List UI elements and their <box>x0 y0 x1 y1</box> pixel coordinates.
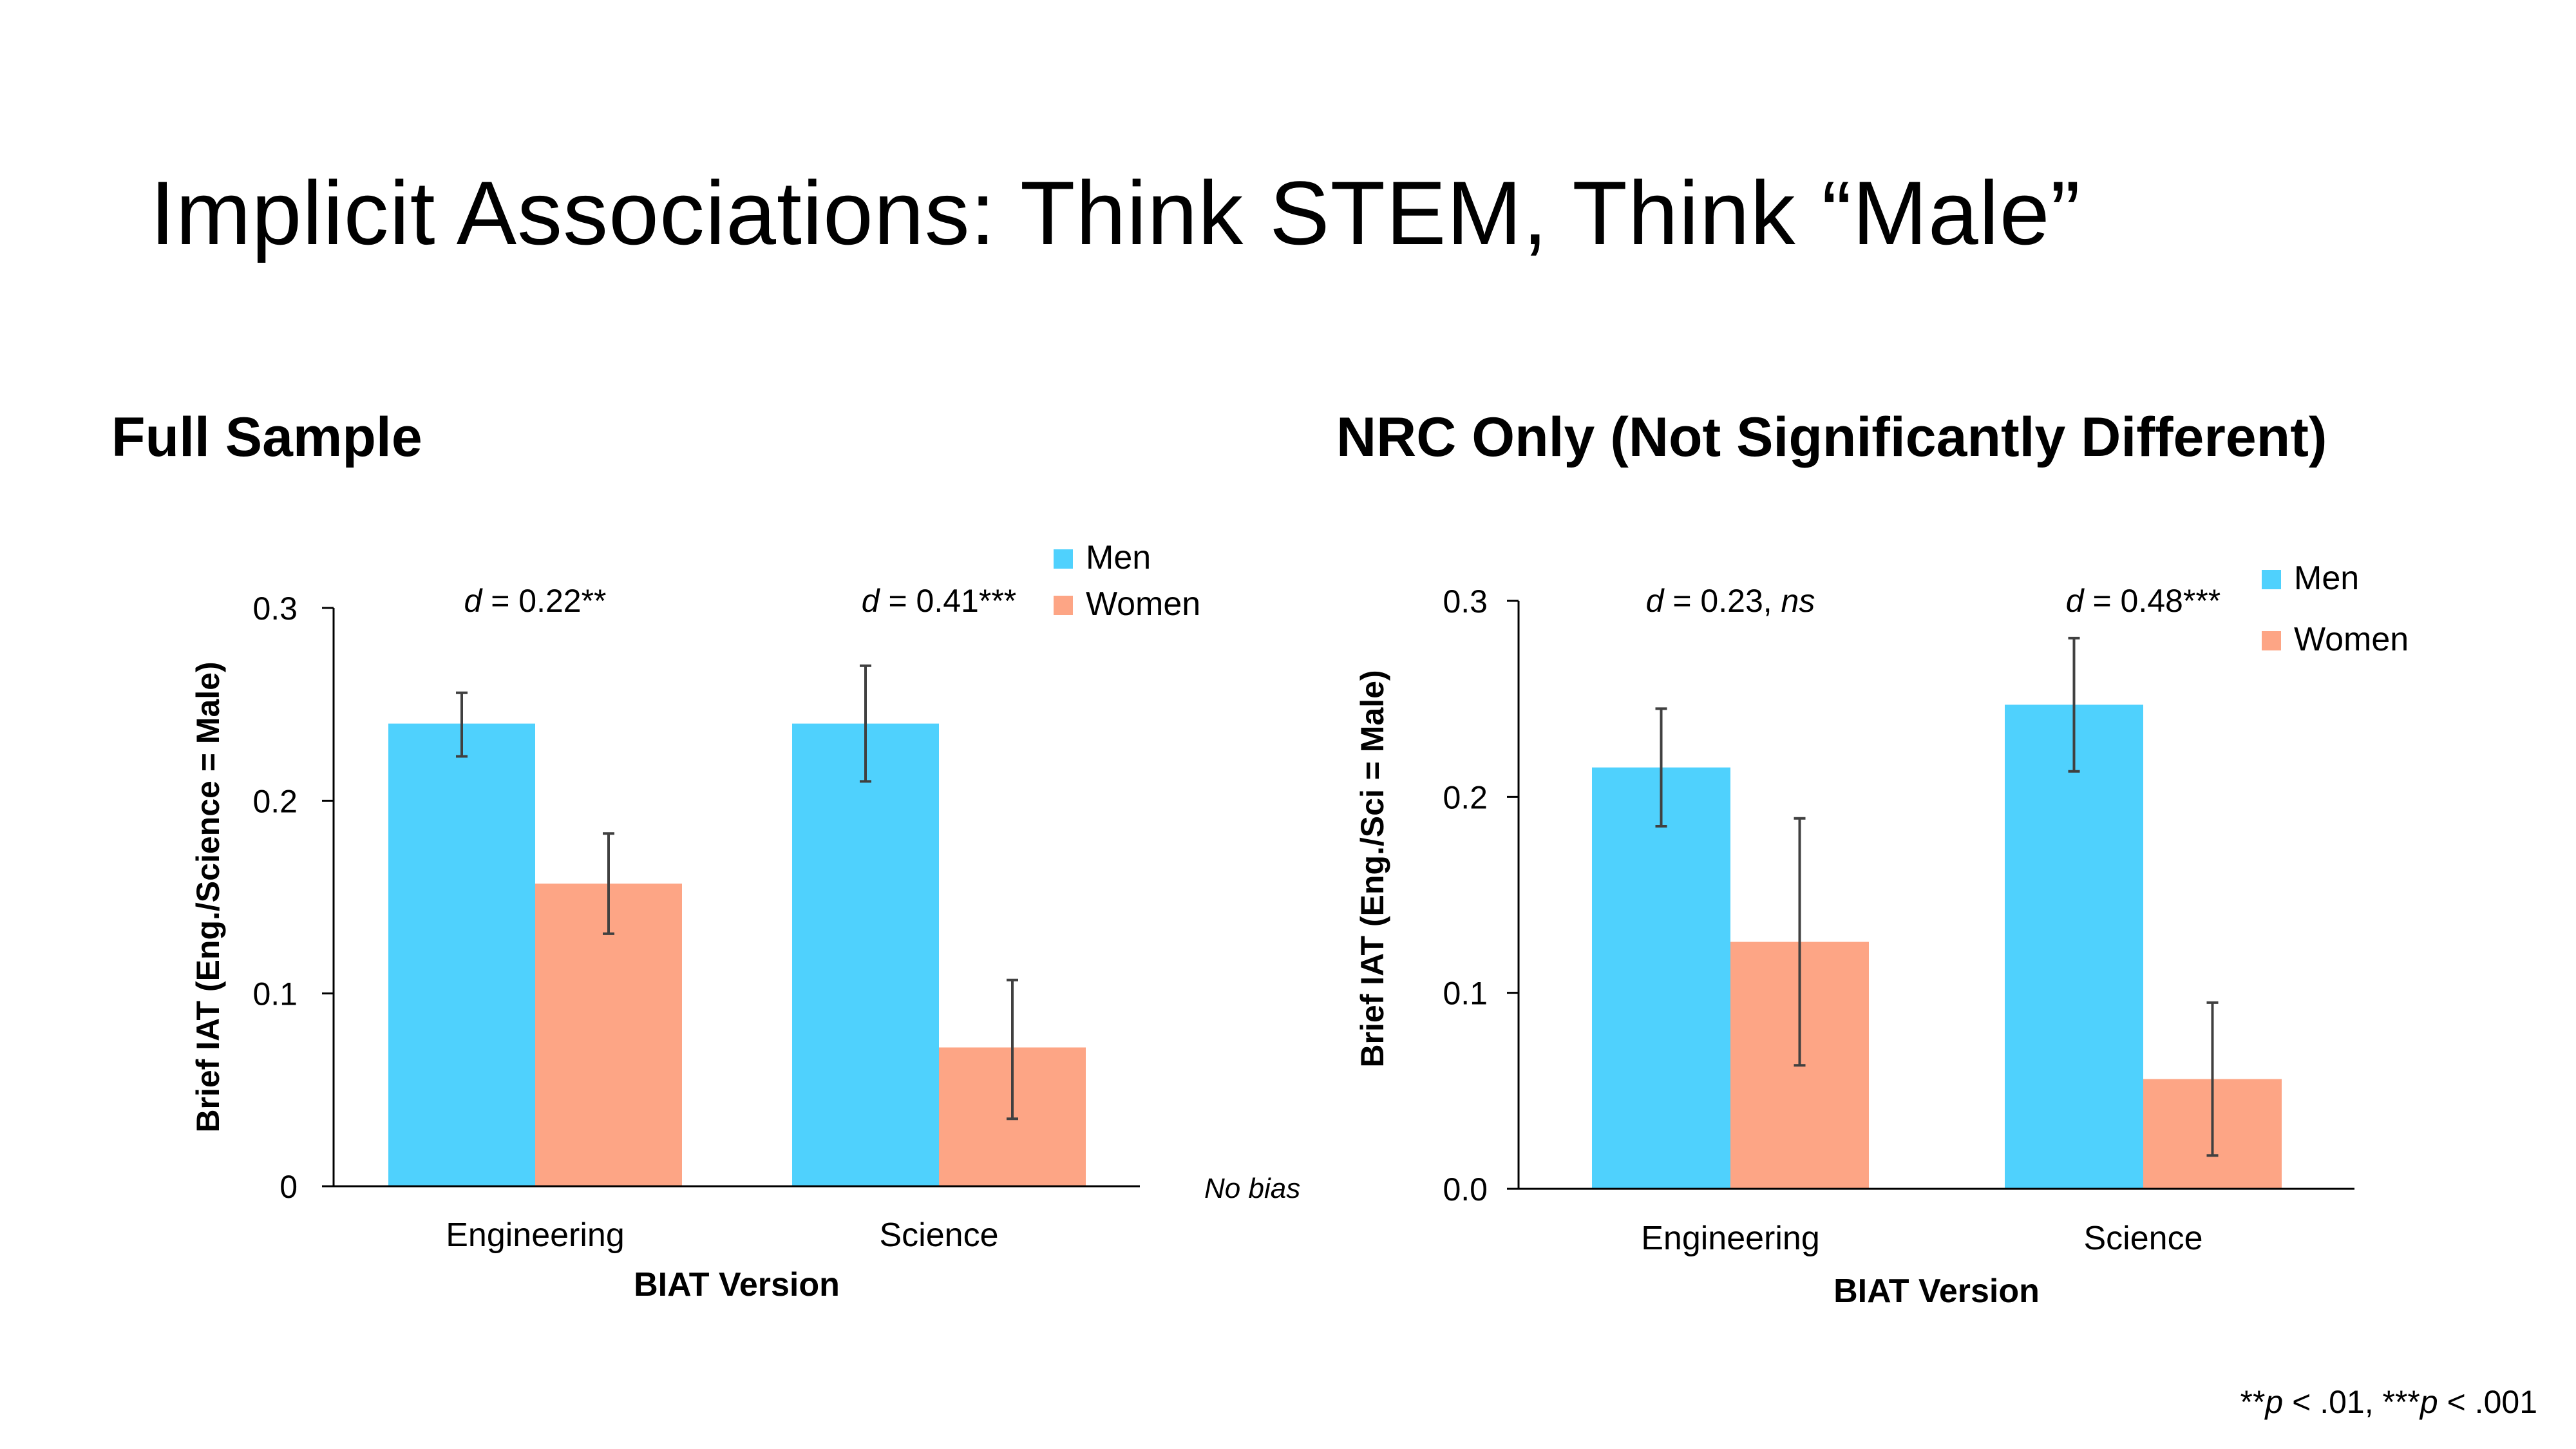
y-tick-label: 0.0 <box>1443 1171 1488 1208</box>
footnote-segment: p <box>2265 1384 2284 1420</box>
error-bar-women-science <box>1007 978 1018 1121</box>
effect-size-value: = 0.41*** <box>880 583 1017 619</box>
error-bar-men-engineering <box>1655 707 1667 828</box>
effect-size-annotation: d = 0.48*** <box>2066 583 2221 619</box>
effect-size-significance: ns <box>1781 583 1815 619</box>
legend-swatch-men <box>1054 549 1073 569</box>
slide-title: Implicit Associations: Think STEM, Think… <box>150 162 2081 263</box>
effect-size-symbol: d <box>2066 583 2085 619</box>
effect-size-symbol: d <box>862 583 881 619</box>
effect-size-annotation: d = 0.23, ns <box>1646 583 1815 619</box>
category-label-engineering: Engineering <box>446 1217 625 1254</box>
legend-swatch-men <box>2262 570 2281 589</box>
bar-men-engineering <box>1592 767 1730 1189</box>
footnote-segment: p <box>2420 1384 2438 1420</box>
no-bias-note: No bias <box>1204 1173 1300 1204</box>
effect-size-annotation: d = 0.22** <box>464 583 606 619</box>
error-bar-men-science <box>2068 636 2080 773</box>
footnote-segment: < .01, *** <box>2283 1384 2420 1420</box>
chart-nrc-only: Engineering Science 0.0 0.1 0.2 0.3 Brief IAT … <box>1354 560 2409 1310</box>
chart-title-nrc-only: NRC Only (Not Significantly Different) <box>1336 406 2327 468</box>
legend-label-women: Women <box>2294 621 2409 658</box>
y-tick-label: 0.2 <box>1443 779 1488 815</box>
effect-size-value: = 0.23, <box>1663 583 1781 619</box>
bar-men-science <box>2005 705 2143 1189</box>
legend-label-men: Men <box>2294 560 2359 597</box>
y-tick-label: 0.3 <box>252 591 298 627</box>
bar-men-engineering <box>388 723 535 1186</box>
x-axis-label: BIAT Version <box>1833 1273 2040 1310</box>
effect-size-value: = 0.48*** <box>2084 583 2221 619</box>
effect-size-symbol: d <box>464 583 483 619</box>
error-bar-men-science <box>860 664 871 783</box>
legend-label-women: Women <box>1086 585 1200 623</box>
error-bar-men-engineering <box>456 691 468 758</box>
y-tick-label: 0.1 <box>1443 976 1488 1012</box>
category-label-engineering: Engineering <box>1641 1220 1820 1257</box>
effect-size-value: = 0.22** <box>482 583 606 619</box>
y-tick-label: 0 <box>279 1169 298 1205</box>
y-axis-label: Brief IAT (Eng./Science = Male) <box>190 661 226 1132</box>
x-axis-label: BIAT Version <box>634 1266 840 1303</box>
error-bar-women-engineering <box>603 832 614 935</box>
y-axis-label: Brief IAT (Eng./Sci = Male) <box>1354 670 1390 1067</box>
footnote-segment: < .001 <box>2438 1384 2537 1420</box>
chart-title-full-sample: Full Sample <box>111 406 422 468</box>
error-bar-women-engineering <box>1794 817 1806 1067</box>
y-tick-label: 0.1 <box>252 976 298 1012</box>
legend-label-men: Men <box>1086 539 1151 576</box>
y-tick-label: 0.2 <box>252 783 298 819</box>
category-label-science: Science <box>880 1217 999 1254</box>
effect-size-symbol: d <box>1646 583 1665 619</box>
bar-men-science <box>792 723 939 1186</box>
error-bar-women-science <box>2206 1001 2219 1157</box>
significance-footnote: **p < .01, ***p < .001 <box>2240 1383 2538 1421</box>
legend-swatch-women <box>2262 631 2281 650</box>
legend-swatch-women <box>1054 596 1073 615</box>
chart-full-sample: Engineering Science 0 0.1 0.2 0.3 Brief IAT (E… <box>190 539 1300 1303</box>
effect-size-annotation: d = 0.41*** <box>862 583 1016 619</box>
footnote-segment: ** <box>2240 1384 2266 1420</box>
y-tick-label: 0.3 <box>1443 583 1488 620</box>
category-label-science: Science <box>2084 1220 2203 1257</box>
